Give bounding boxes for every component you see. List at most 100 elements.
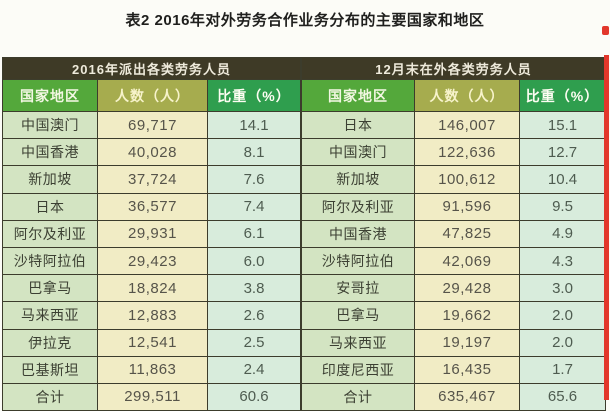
- red-edge-line: [604, 55, 609, 400]
- count-cell: 47,825: [415, 220, 520, 248]
- share-column-header: 比重（%）: [520, 80, 606, 112]
- count-column-header: 人数（人）: [98, 80, 208, 112]
- country-cell: 沙特阿拉伯: [302, 247, 415, 276]
- country-cell: 新加坡: [302, 166, 415, 194]
- table-row: 马来西亚 12,883 2.6: [3, 302, 301, 330]
- country-cell: 合计: [3, 383, 98, 411]
- count-cell: 69,717: [98, 112, 208, 140]
- labor-statistics-table: 2016年派出各类劳务人员 国家地区 人数（人） 比重（%） 中国澳门 69,717 14.…: [2, 57, 606, 411]
- country-cell: 马来西亚: [3, 302, 98, 330]
- count-cell: 40,028: [98, 139, 208, 167]
- table-row: 中国香港 40,028 8.1: [3, 139, 301, 167]
- share-cell: 9.5: [520, 193, 606, 221]
- country-column-header: 国家地区: [302, 80, 415, 112]
- count-cell: 299,511: [98, 383, 208, 411]
- country-cell: 中国澳门: [3, 112, 98, 140]
- country-cell: 巴拿马: [3, 275, 98, 303]
- table-row: 中国澳门 122,636 12.7: [302, 139, 606, 167]
- count-cell: 122,636: [415, 139, 520, 167]
- country-cell: 中国澳门: [302, 139, 415, 167]
- count-cell: 12,541: [98, 329, 208, 357]
- table-row: 日本 36,577 7.4: [3, 193, 301, 221]
- country-cell: 印度尼西亚: [302, 356, 415, 384]
- share-cell: 2.4: [208, 356, 301, 384]
- count-cell: 18,824: [98, 275, 208, 303]
- share-cell: 1.7: [520, 356, 606, 384]
- share-column-header: 比重（%）: [208, 80, 301, 112]
- share-cell: 4.3: [520, 247, 606, 276]
- table-row: 印度尼西亚 16,435 1.7: [302, 356, 606, 384]
- table-row: 巴拿马 18,824 3.8: [3, 275, 301, 303]
- dispatched-2016-section: 2016年派出各类劳务人员 国家地区 人数（人） 比重（%） 中国澳门 69,717 14.…: [2, 57, 301, 411]
- country-cell: 新加坡: [3, 166, 98, 194]
- count-cell: 42,069: [415, 247, 520, 276]
- table-row: 中国澳门 69,717 14.1: [3, 112, 301, 140]
- share-cell: 8.1: [208, 139, 301, 167]
- country-column-header: 国家地区: [3, 80, 98, 112]
- country-cell: 巴拿马: [302, 302, 415, 330]
- count-cell: 19,197: [415, 329, 520, 357]
- country-cell: 中国香港: [302, 220, 415, 248]
- country-cell: 马来西亚: [302, 329, 415, 357]
- share-cell: 15.1: [520, 112, 606, 140]
- table-row: 阿尔及利亚 91,596 9.5: [302, 193, 606, 221]
- count-cell: 11,863: [98, 356, 208, 384]
- country-cell: 阿尔及利亚: [302, 193, 415, 221]
- table-row: 巴基斯坦 11,863 2.4: [3, 356, 301, 384]
- share-cell: 65.6: [520, 383, 606, 411]
- count-cell: 12,883: [98, 302, 208, 330]
- count-cell: 36,577: [98, 193, 208, 221]
- share-cell: 3.8: [208, 275, 301, 303]
- country-cell: 巴基斯坦: [3, 356, 98, 384]
- column-header-row: 国家地区 人数（人） 比重（%）: [302, 80, 606, 112]
- total-row: 合计 299,511 60.6: [3, 383, 301, 411]
- share-cell: 7.6: [208, 166, 301, 194]
- table-row: 新加坡 37,724 7.6: [3, 166, 301, 194]
- share-cell: 2.0: [520, 329, 606, 357]
- share-cell: 10.4: [520, 166, 606, 194]
- count-cell: 635,467: [415, 383, 520, 411]
- share-cell: 2.6: [208, 302, 301, 330]
- country-cell: 阿尔及利亚: [3, 220, 98, 248]
- count-cell: 37,724: [98, 166, 208, 194]
- total-row: 合计 635,467 65.6: [302, 383, 606, 411]
- table-row: 沙特阿拉伯 29,423 6.0: [3, 247, 301, 276]
- share-cell: 3.0: [520, 275, 606, 303]
- share-cell: 7.4: [208, 193, 301, 221]
- share-cell: 4.9: [520, 220, 606, 248]
- count-cell: 19,662: [415, 302, 520, 330]
- column-header-row: 国家地区 人数（人） 比重（%）: [3, 80, 301, 112]
- share-cell: 2.0: [520, 302, 606, 330]
- share-cell: 60.6: [208, 383, 301, 411]
- table-row: 马来西亚 19,197 2.0: [302, 329, 606, 357]
- country-cell: 伊拉克: [3, 329, 98, 357]
- count-column-header: 人数（人）: [415, 80, 520, 112]
- abroad-end-of-december-section: 12月末在外各类劳务人员 国家地区 人数（人） 比重（%） 日本 146,007 15.1 中…: [301, 57, 606, 411]
- table-row: 巴拿马 19,662 2.0: [302, 302, 606, 330]
- country-cell: 中国香港: [3, 139, 98, 167]
- section-header: 12月末在外各类劳务人员: [302, 58, 606, 80]
- count-cell: 29,428: [415, 275, 520, 303]
- table-row: 阿尔及利亚 29,931 6.1: [3, 220, 301, 248]
- count-cell: 100,612: [415, 166, 520, 194]
- section-header: 2016年派出各类劳务人员: [3, 58, 301, 80]
- country-cell: 日本: [3, 193, 98, 221]
- country-cell: 合计: [302, 383, 415, 411]
- country-cell: 安哥拉: [302, 275, 415, 303]
- share-cell: 6.0: [208, 247, 301, 276]
- table-row: 日本 146,007 15.1: [302, 112, 606, 140]
- count-cell: 29,931: [98, 220, 208, 248]
- table-row: 安哥拉 29,428 3.0: [302, 275, 606, 303]
- table-title: 表2 2016年对外劳务合作业务分布的主要国家和地区: [125, 12, 485, 29]
- count-cell: 91,596: [415, 193, 520, 221]
- share-cell: 6.1: [208, 220, 301, 248]
- share-cell: 12.7: [520, 139, 606, 167]
- country-cell: 日本: [302, 112, 415, 140]
- table-row: 新加坡 100,612 10.4: [302, 166, 606, 194]
- table-row: 沙特阿拉伯 42,069 4.3: [302, 247, 606, 276]
- table-row: 伊拉克 12,541 2.5: [3, 329, 301, 357]
- country-cell: 沙特阿拉伯: [3, 247, 98, 276]
- red-edge-mark: [602, 26, 609, 35]
- share-cell: 2.5: [208, 329, 301, 357]
- count-cell: 16,435: [415, 356, 520, 384]
